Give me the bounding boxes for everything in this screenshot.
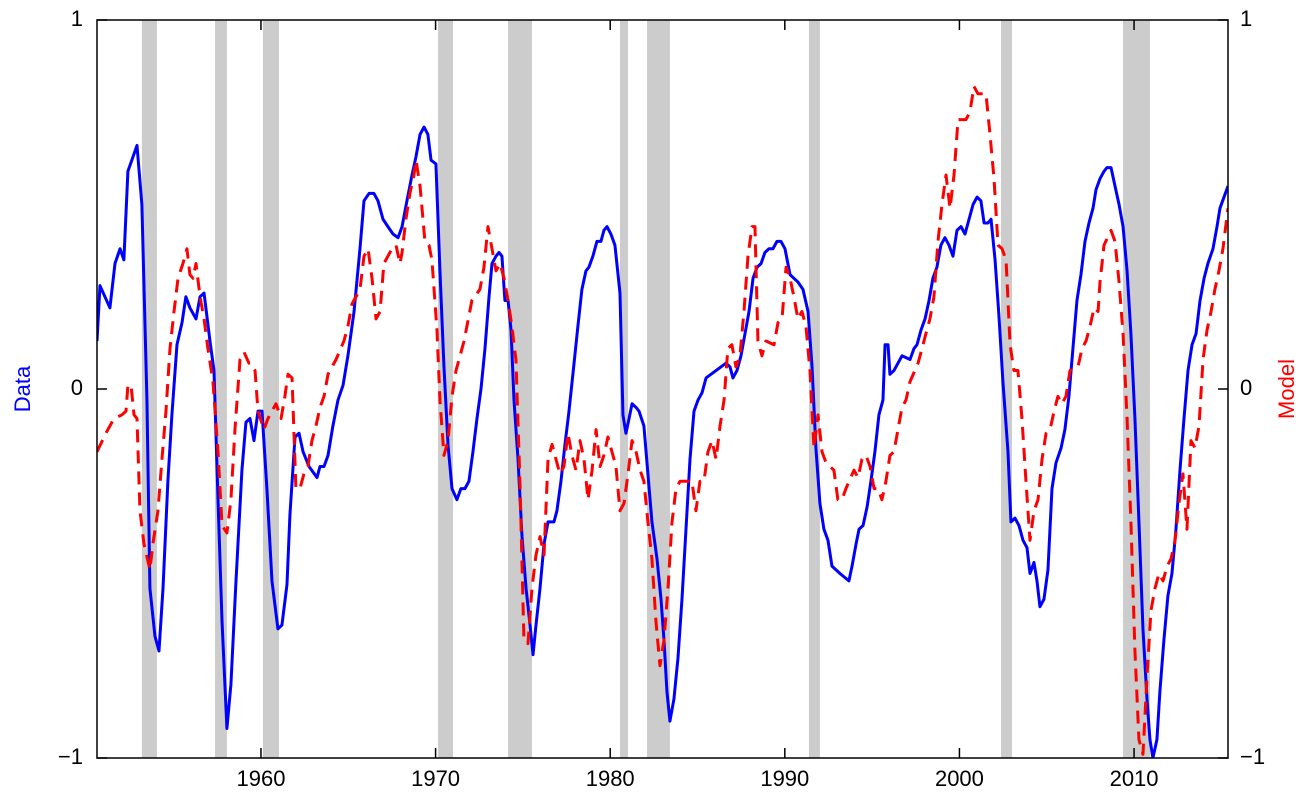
x-tick-label: 1970 [411,766,460,791]
line-layer [97,84,1228,758]
y-tick-label: 1 [71,6,83,31]
shaded-period [508,20,532,758]
x-tick-label: 1960 [236,766,285,791]
data-line [97,84,1228,756]
shaded-period [1123,20,1150,758]
y2-tick-label: 0 [1240,375,1252,400]
axis-layer: 1960 1970 1980 1990 2000 2010 −1 0 1 −1 0 1 [58,6,1265,791]
y-tick-label: −1 [58,744,83,769]
x-tick-label: 2010 [1110,766,1159,791]
shaded-period [262,20,279,758]
y-axis-label: Data [10,365,35,412]
shaded-period [141,20,157,758]
y2-tick-label: 1 [1240,6,1252,31]
shaded-period [647,20,670,758]
data-line [97,125,1228,758]
x-tick-label: 1990 [760,766,809,791]
y2-axis-label: Model [1274,359,1299,419]
y2-tick-label: −1 [1240,744,1265,769]
x-tick-label: 1980 [586,766,635,791]
y-tick-label: 0 [71,375,83,400]
x-tick-label: 2000 [935,766,984,791]
shading-layer [141,20,1150,758]
shaded-period [619,20,629,758]
shaded-period [1000,20,1012,758]
shaded-period [215,20,227,758]
